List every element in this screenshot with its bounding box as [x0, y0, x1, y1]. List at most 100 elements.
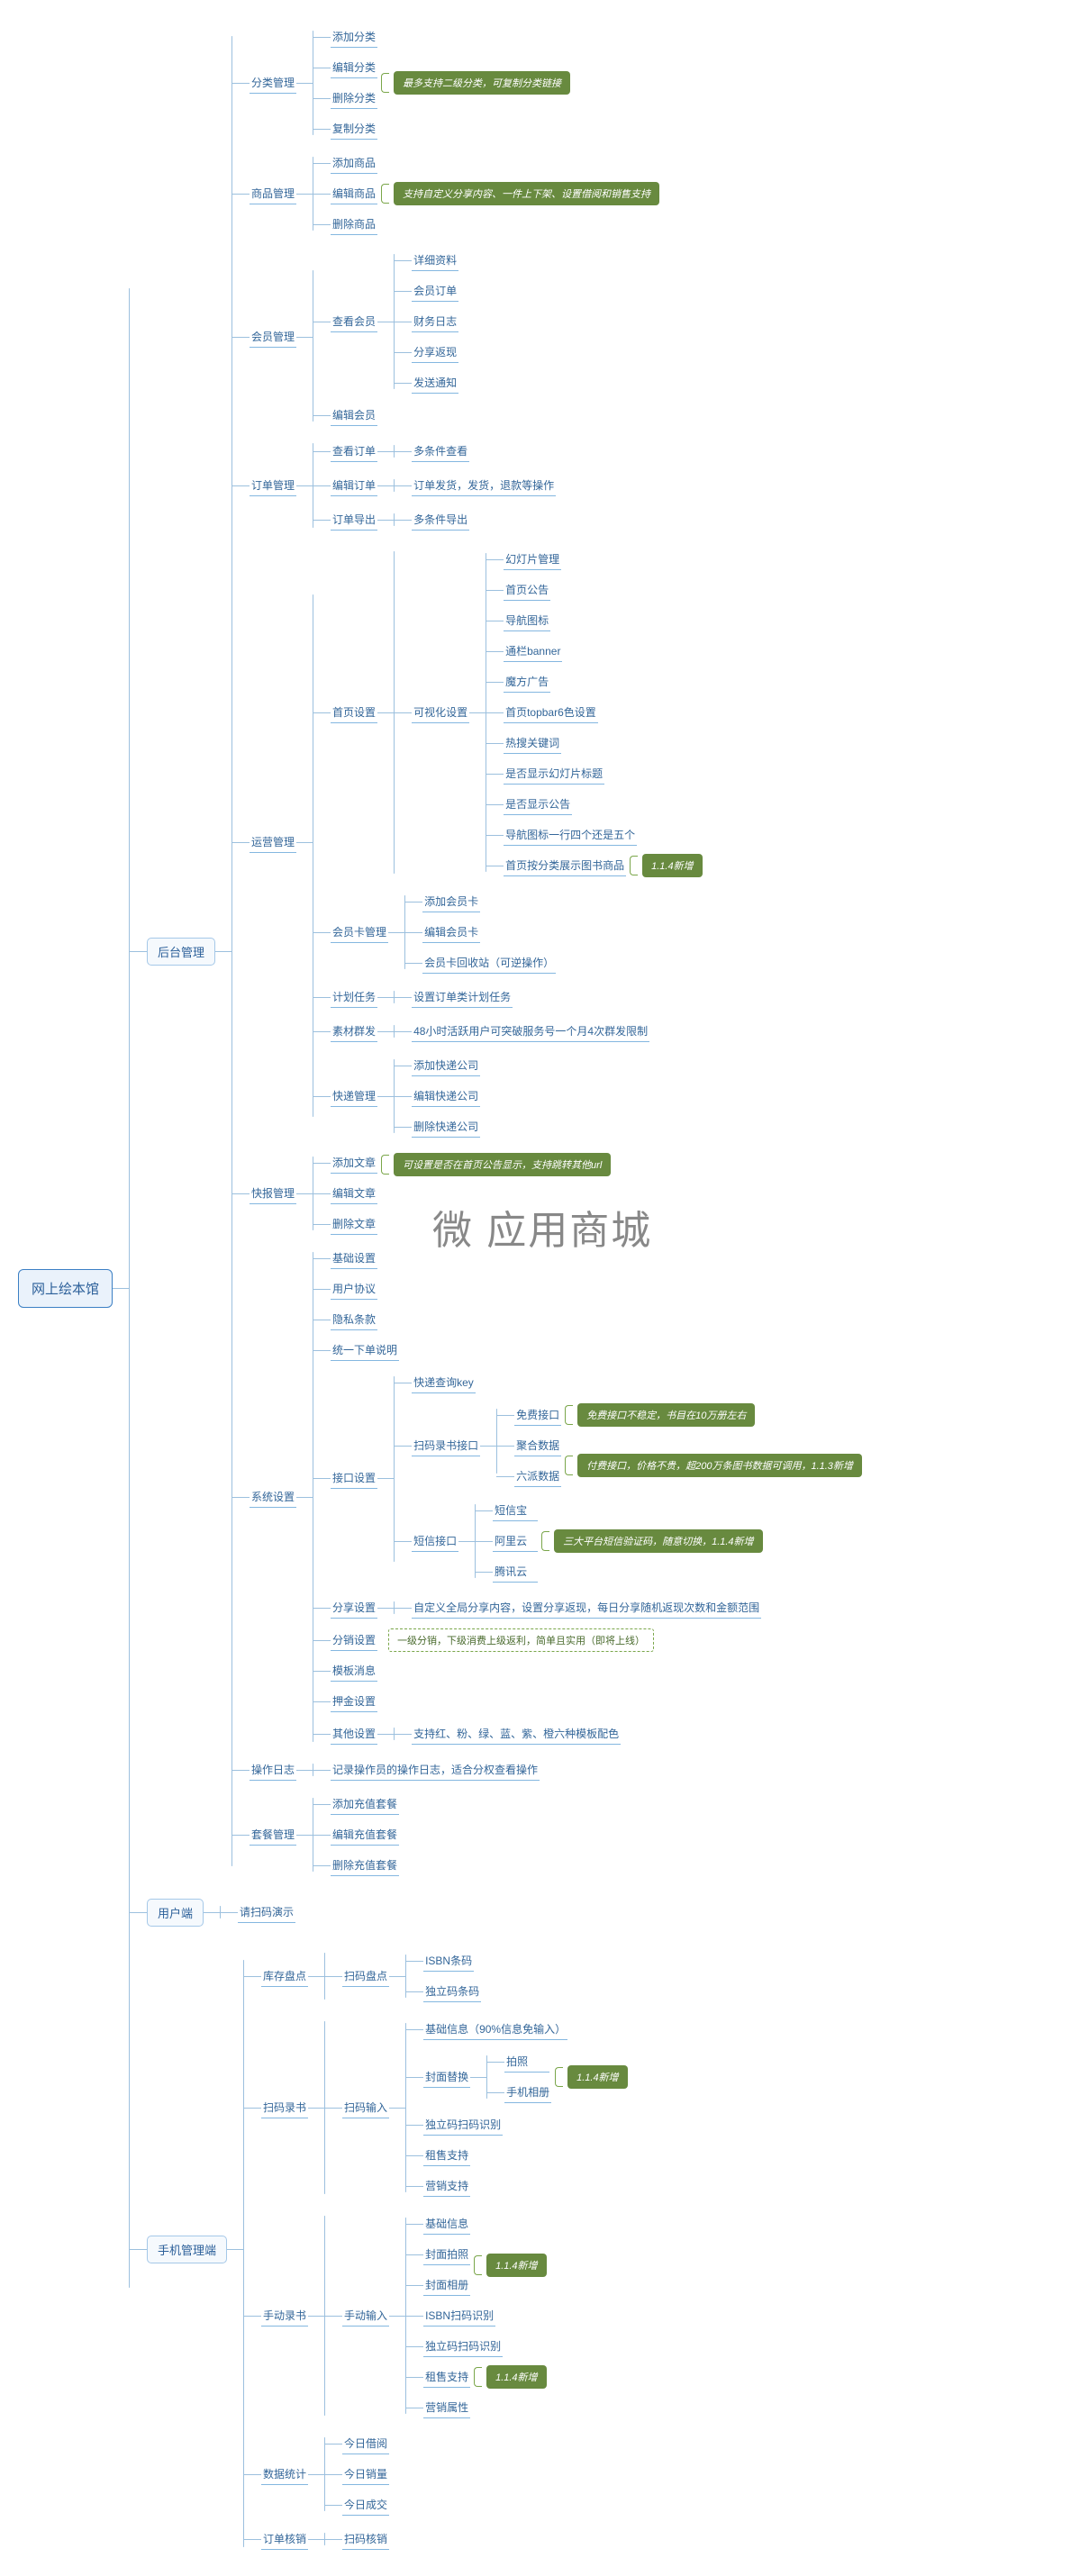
leaf[interactable]: 详细资料: [412, 249, 458, 271]
branch-user[interactable]: 用户端: [147, 1899, 204, 1927]
leaf[interactable]: 添加文章: [331, 1152, 377, 1174]
leaf[interactable]: 分享设置: [331, 1597, 377, 1619]
node-order-mgmt[interactable]: 订单管理: [250, 475, 296, 496]
leaf[interactable]: 封面替换: [423, 2066, 470, 2088]
leaf[interactable]: 是否显示幻灯片标题: [504, 763, 604, 785]
leaf[interactable]: 六派数据: [514, 1465, 561, 1487]
leaf[interactable]: 编辑充值套餐: [331, 1824, 399, 1846]
leaf[interactable]: 数据统计: [261, 2463, 308, 2485]
leaf[interactable]: ISBN条码: [423, 1950, 474, 1972]
leaf[interactable]: 幻灯片管理: [504, 549, 561, 570]
leaf[interactable]: 阿里云: [493, 1530, 538, 1552]
leaf[interactable]: 删除充值套餐: [331, 1855, 399, 1876]
leaf[interactable]: 扫码核销: [342, 2528, 389, 2550]
node-product-mgmt[interactable]: 商品管理: [250, 183, 296, 204]
leaf[interactable]: 素材群发: [331, 1020, 377, 1042]
leaf[interactable]: 会员卡管理: [331, 921, 388, 943]
leaf[interactable]: 快递管理: [331, 1085, 377, 1107]
leaf[interactable]: 快递查询key: [412, 1372, 476, 1393]
leaf[interactable]: 拍照: [504, 2051, 549, 2073]
leaf[interactable]: 腾讯云: [493, 1561, 538, 1583]
node-member-mgmt[interactable]: 会员管理: [250, 326, 296, 348]
leaf[interactable]: 添加分类: [331, 26, 377, 48]
leaf[interactable]: 会员卡回收站（可逆操作）: [422, 952, 556, 974]
node-op-log[interactable]: 操作日志: [250, 1759, 296, 1781]
node-package-mgmt[interactable]: 套餐管理: [250, 1824, 296, 1846]
leaf[interactable]: 分销设置: [331, 1629, 377, 1651]
leaf[interactable]: 计划任务: [331, 986, 377, 1008]
leaf[interactable]: 今日成交: [342, 2494, 389, 2516]
leaf[interactable]: 删除快递公司: [412, 1116, 480, 1138]
node-ops-mgmt[interactable]: 运营管理: [250, 831, 296, 853]
leaf[interactable]: 首页按分类展示图书商品: [504, 855, 626, 876]
leaf[interactable]: 财务日志: [412, 311, 458, 332]
leaf[interactable]: 编辑会员卡: [422, 921, 480, 943]
leaf[interactable]: 添加充值套餐: [331, 1793, 399, 1815]
leaf[interactable]: 押金设置: [331, 1691, 377, 1712]
leaf[interactable]: 首页topbar6色设置: [504, 702, 598, 723]
leaf[interactable]: 其他设置: [331, 1723, 377, 1745]
leaf[interactable]: 手动录书: [261, 2305, 308, 2327]
node-system-settings[interactable]: 系统设置: [250, 1486, 296, 1508]
leaf[interactable]: 编辑文章: [331, 1183, 377, 1204]
leaf[interactable]: 会员订单: [412, 280, 458, 302]
leaf[interactable]: 短信宝: [493, 1500, 538, 1521]
leaf[interactable]: 热搜关键词: [504, 732, 561, 754]
leaf[interactable]: 手机相册: [504, 2082, 551, 2103]
leaf[interactable]: 扫码盘点: [342, 1965, 389, 1987]
leaf[interactable]: 扫码录书接口: [412, 1435, 480, 1456]
leaf[interactable]: 首页设置: [331, 702, 377, 723]
leaf[interactable]: 聚合数据: [514, 1435, 561, 1456]
leaf[interactable]: 今日销量: [342, 2463, 389, 2485]
leaf[interactable]: 基础信息（90%信息免输入）: [423, 2018, 567, 2040]
leaf[interactable]: 基础设置: [331, 1247, 377, 1269]
leaf[interactable]: 扫码输入: [342, 2097, 389, 2118]
leaf[interactable]: 接口设置: [331, 1467, 377, 1489]
leaf[interactable]: 添加会员卡: [422, 891, 480, 912]
leaf[interactable]: 封面拍照: [423, 2244, 470, 2265]
leaf[interactable]: 添加商品: [331, 152, 377, 174]
leaf[interactable]: 独立码扫码识别: [423, 2114, 503, 2136]
root-node[interactable]: 网上绘本馆: [18, 1269, 113, 1308]
leaf[interactable]: 封面相册: [423, 2274, 470, 2296]
leaf[interactable]: 租售支持: [423, 2145, 470, 2166]
leaf[interactable]: 发送通知: [412, 372, 458, 394]
leaf[interactable]: 编辑会员: [331, 404, 377, 426]
leaf[interactable]: 编辑商品: [331, 183, 377, 204]
leaf[interactable]: 隐私条款: [331, 1309, 377, 1330]
leaf[interactable]: 编辑订单: [331, 475, 377, 496]
leaf[interactable]: 添加快递公司: [412, 1055, 480, 1076]
leaf[interactable]: 编辑快递公司: [412, 1085, 480, 1107]
leaf[interactable]: 短信接口: [412, 1530, 458, 1552]
leaf[interactable]: 库存盘点: [261, 1965, 308, 1987]
leaf[interactable]: 删除文章: [331, 1213, 377, 1235]
leaf[interactable]: 查看会员: [331, 311, 377, 332]
leaf[interactable]: 免费接口: [514, 1404, 561, 1426]
leaf[interactable]: 复制分类: [331, 118, 377, 140]
leaf[interactable]: 分享返现: [412, 341, 458, 363]
leaf[interactable]: 营销支持: [423, 2175, 470, 2197]
leaf[interactable]: 独立码扫码识别: [423, 2336, 503, 2357]
leaf[interactable]: 统一下单说明: [331, 1339, 399, 1361]
node-category-mgmt[interactable]: 分类管理: [250, 72, 296, 94]
leaf[interactable]: 可视化设置: [412, 702, 469, 723]
leaf[interactable]: 扫码录书: [261, 2097, 308, 2118]
leaf[interactable]: 编辑分类: [331, 57, 377, 78]
leaf[interactable]: 魔方广告: [504, 671, 550, 693]
leaf[interactable]: 用户协议: [331, 1278, 377, 1300]
leaf[interactable]: 独立码条码: [423, 1981, 481, 2002]
leaf[interactable]: 订单导出: [331, 509, 377, 531]
node-news-mgmt[interactable]: 快报管理: [250, 1183, 296, 1204]
leaf[interactable]: 首页公告: [504, 579, 550, 601]
leaf[interactable]: 今日借阅: [342, 2433, 389, 2454]
leaf[interactable]: 手动输入: [342, 2305, 389, 2327]
leaf[interactable]: ISBN扫码识别: [423, 2305, 495, 2327]
leaf[interactable]: 是否显示公告: [504, 794, 572, 815]
leaf[interactable]: 导航图标一行四个还是五个: [504, 824, 637, 846]
leaf[interactable]: 导航图标: [504, 610, 550, 631]
leaf[interactable]: 租售支持: [423, 2366, 470, 2388]
leaf[interactable]: 查看订单: [331, 440, 377, 462]
leaf[interactable]: 营销属性: [423, 2397, 470, 2418]
branch-admin[interactable]: 后台管理: [147, 938, 215, 966]
branch-mobile[interactable]: 手机管理端: [147, 2236, 227, 2263]
